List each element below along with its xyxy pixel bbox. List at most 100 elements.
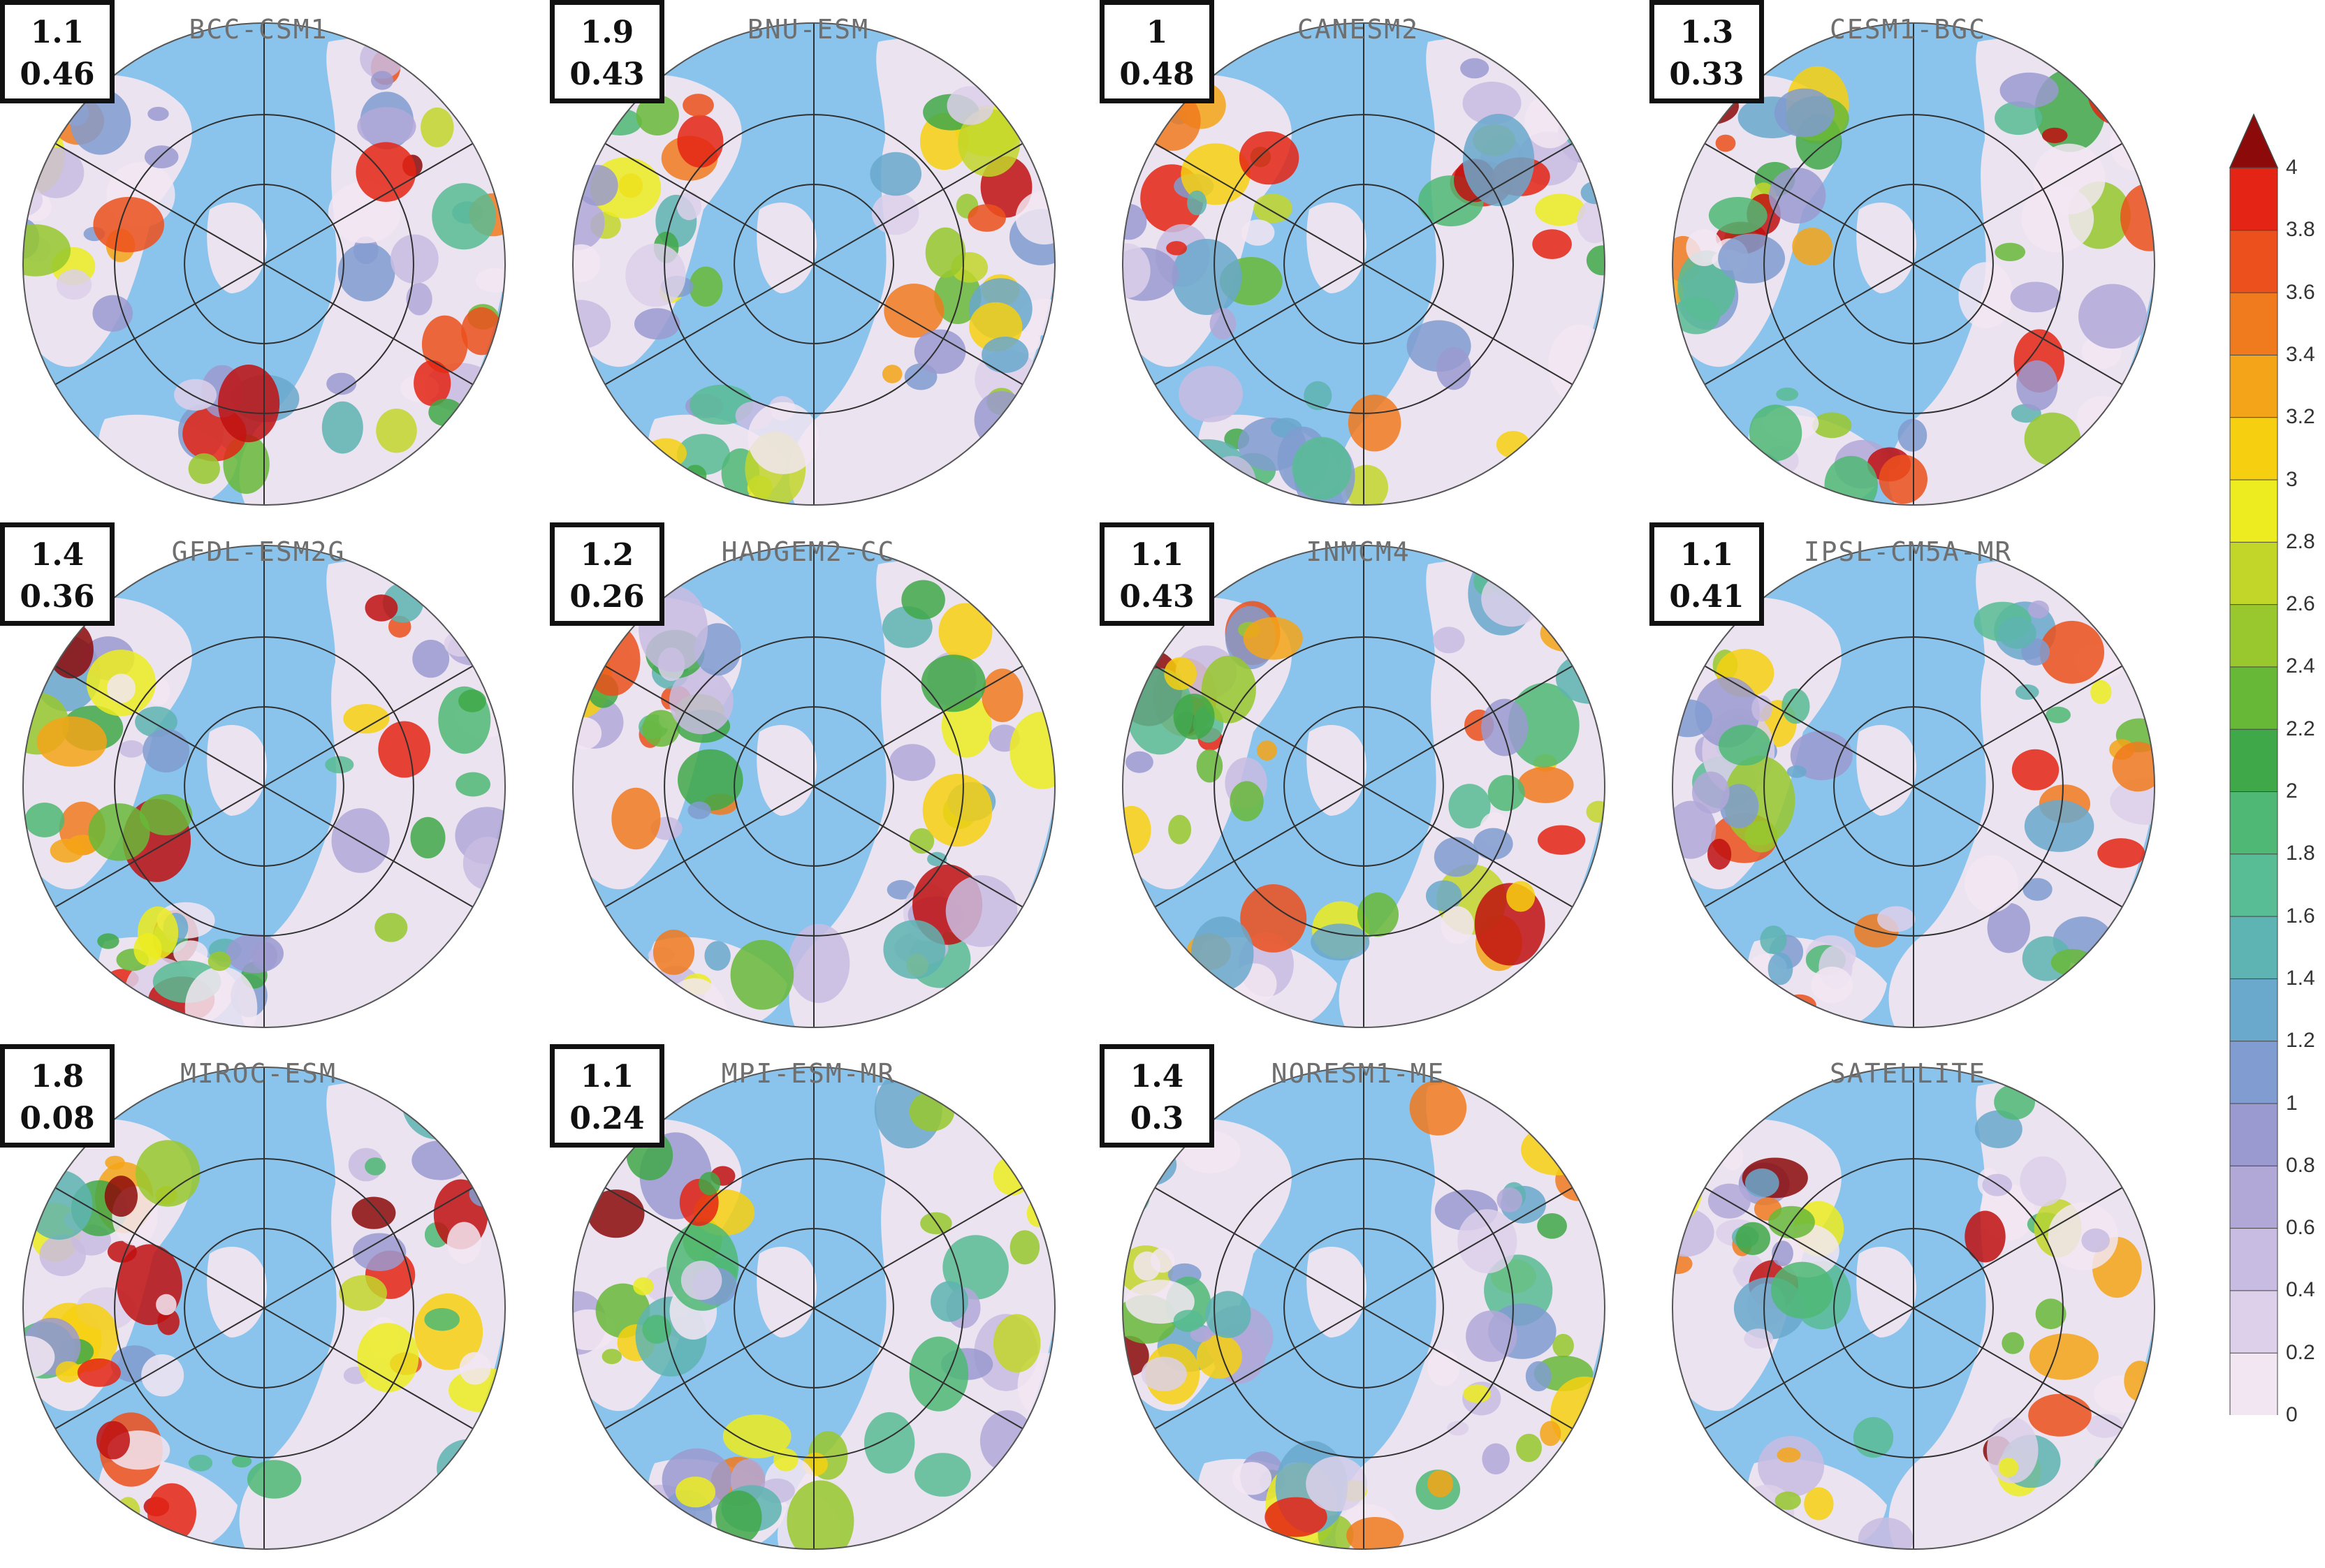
stat-value-1: 1.4 (30, 537, 85, 573)
data-field-cell (2046, 706, 2071, 724)
data-field-cell (2010, 281, 2061, 313)
data-field-cell (1123, 805, 1151, 855)
stat-box: 1.1 0.24 (550, 1044, 664, 1148)
colorbar-tick-label: 2.4 (2286, 654, 2315, 678)
data-field-cell (1719, 784, 1759, 828)
data-field-cell (925, 227, 966, 278)
meridian-line (54, 142, 474, 386)
data-field-cell (1173, 1310, 1204, 1331)
data-field-cell (1565, 119, 1605, 152)
data-field-cell (1525, 1361, 1552, 1392)
data-field-cell (412, 640, 450, 678)
data-field-cell (2097, 838, 2145, 868)
data-field-cell (1187, 190, 1207, 216)
data-field-cell (974, 1085, 1016, 1126)
data-field-cell (1190, 916, 1254, 991)
data-field-cell (993, 1156, 1032, 1196)
data-field-cell (459, 1351, 491, 1385)
data-field-cell (1205, 1291, 1251, 1338)
data-field-cell (1804, 1487, 1834, 1521)
data-field-cell (1692, 771, 1730, 814)
data-field-cell (184, 966, 258, 1027)
data-field-cell (1496, 431, 1531, 458)
data-field-cell (1540, 1421, 1561, 1446)
data-field-cell (1123, 243, 1151, 298)
data-field-cell (1965, 1210, 2006, 1263)
data-field-cell (365, 1157, 386, 1175)
data-field-cell (1448, 784, 1491, 829)
data-field-cell (2041, 127, 2068, 143)
data-field-cell (872, 192, 919, 235)
data-field-cell (974, 391, 1030, 449)
data-field-cell (2029, 1333, 2099, 1380)
data-field-cell (138, 906, 179, 959)
data-field-cell (1997, 617, 2036, 649)
data-field-cell (2022, 878, 2053, 901)
data-field-cell (1995, 101, 2043, 135)
data-field-cell (1558, 398, 1605, 445)
data-field-cell (1774, 88, 1835, 138)
data-field-cell (1776, 387, 1799, 402)
stat-box: 1.4 0.36 (0, 522, 115, 626)
data-field-cell (683, 94, 714, 117)
data-field-cell (2024, 800, 2094, 852)
data-field-cell (475, 268, 505, 293)
data-field-cell (1517, 766, 1574, 803)
colorbar-segment (2229, 541, 2278, 606)
data-field-cell (1427, 1470, 1453, 1497)
colorbar-segment (2229, 1289, 2278, 1354)
data-field-cell (23, 183, 43, 217)
stat-value-1: 1.4 (1130, 1059, 1184, 1094)
stat-value-1: 1.2 (580, 537, 634, 573)
data-field-cell (2081, 1228, 2110, 1252)
colorbar-segment (2229, 229, 2278, 293)
data-field-cell (1133, 1251, 1161, 1281)
polar-map (1672, 545, 2155, 1028)
data-field-cell (704, 941, 731, 971)
colorbar-tick-label: 1.2 (2286, 1029, 2315, 1053)
colorbar-tick-label: 3 (2286, 467, 2298, 491)
meridian-line (604, 1187, 1023, 1430)
stat-value-2: 0.41 (1669, 579, 1744, 615)
colorbar-tick-label: 0.8 (2286, 1153, 2315, 1177)
stat-box: 1 0.48 (1100, 0, 1214, 103)
colorbar-segment (2229, 603, 2278, 668)
data-field-cell (462, 837, 505, 890)
data-field-cell (2087, 53, 2153, 126)
colorbar-segment (2229, 354, 2278, 418)
data-field-cell (653, 930, 695, 975)
panel-title: INMCM4 (1306, 536, 1411, 567)
colorbar-tick-label: 3.4 (2286, 342, 2315, 366)
polar-map (1122, 545, 1605, 1028)
data-field-cell (625, 243, 686, 307)
colorbar-segment (2229, 167, 2278, 231)
colorbar-segment (2229, 916, 2278, 979)
data-field-cell (1586, 800, 1605, 823)
stat-value-2: 0.26 (569, 579, 645, 615)
map-rim (1672, 22, 2155, 506)
data-field-cell (1462, 113, 1535, 207)
data-field-cell (2090, 680, 2112, 704)
data-field-cell (144, 145, 179, 169)
map-rim (572, 22, 1056, 506)
stat-value-2: 0.3 (1130, 1101, 1184, 1136)
data-field-cell (2110, 778, 2155, 825)
data-field-cell (143, 728, 190, 772)
data-field-cell (1208, 481, 1230, 498)
data-field-cell (1015, 191, 1055, 245)
data-field-cell (1577, 199, 1605, 244)
data-field-cell (1782, 994, 1816, 1017)
map-rim (22, 22, 506, 506)
map-panel: BCC-CSM1 1.1 0.46 (0, 0, 517, 517)
data-field-cell (1858, 1517, 1914, 1549)
data-field-cell (689, 266, 723, 307)
data-field-cell (1508, 682, 1580, 768)
data-field-cell (1958, 262, 2013, 329)
panel-title: NORESM1-ME (1271, 1058, 1445, 1089)
data-field-cell (1768, 952, 1793, 986)
colorbar-segment (2229, 1227, 2278, 1291)
data-field-cell (23, 224, 71, 277)
data-field-cell (1721, 1144, 1744, 1171)
polar-map (1122, 22, 1605, 506)
data-field-cell (1552, 1333, 1574, 1358)
